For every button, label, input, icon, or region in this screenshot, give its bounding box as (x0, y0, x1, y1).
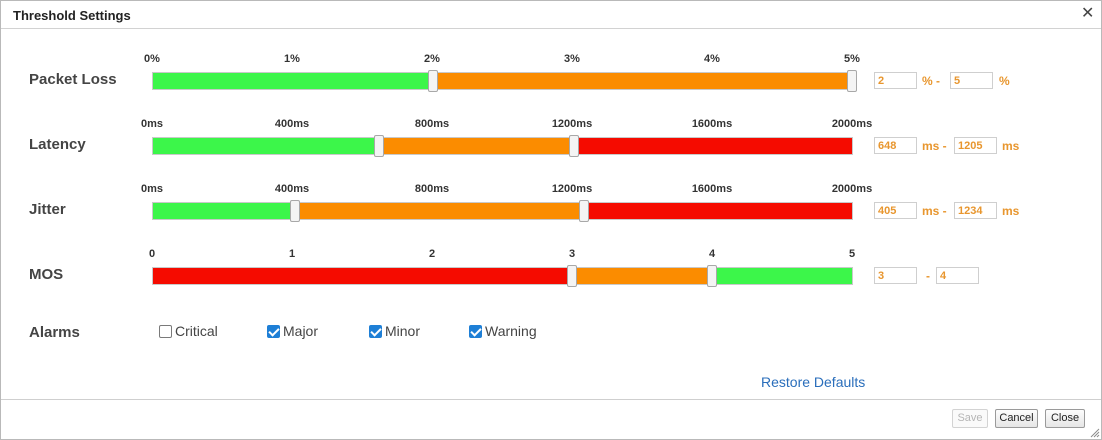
slider-zone-bad (584, 203, 852, 219)
scale-tick-label: 0ms (140, 118, 164, 130)
checkbox-box[interactable] (469, 324, 482, 338)
mos-high-input[interactable] (936, 267, 979, 284)
alarm-label: Minor (385, 323, 421, 339)
slider-zone-warn (572, 268, 713, 284)
scale-tick-label: 3 (568, 248, 576, 260)
slider-high-handle[interactable] (847, 70, 857, 92)
alarms-label: Alarms (29, 324, 80, 341)
mos-unit-between: - (926, 269, 930, 283)
jitter-scale: 0ms 400ms 800ms 1200ms 1600ms 2000ms (141, 183, 872, 197)
checkbox-box[interactable] (267, 324, 280, 338)
alarm-label: Major (283, 323, 319, 339)
alarm-minor-checkbox[interactable]: Minor (369, 322, 420, 340)
jitter-high-input[interactable] (954, 202, 997, 219)
jitter-low-input[interactable] (874, 202, 917, 219)
latency-scale: 0ms 400ms 800ms 1200ms 1600ms 2000ms (141, 118, 872, 132)
alarm-label: Warning (485, 323, 537, 339)
restore-defaults-link[interactable]: Restore Defaults (761, 374, 866, 390)
mos-slider[interactable] (152, 265, 853, 287)
mos-low-input[interactable] (874, 267, 917, 284)
close-button[interactable]: Close (1045, 409, 1085, 428)
resize-grip-icon[interactable] (1089, 427, 1100, 438)
scale-tick-label: 4 (708, 248, 716, 260)
slider-low-handle[interactable] (567, 265, 578, 287)
scale-tick-label: 1200ms (551, 118, 593, 130)
slider-low-handle[interactable] (427, 70, 438, 92)
scale-tick-label: 800ms (414, 118, 450, 130)
scale-tick-label: 0% (144, 53, 160, 65)
slider-high-handle[interactable] (569, 135, 580, 157)
cancel-button[interactable]: Cancel (995, 409, 1038, 428)
latency-slider[interactable] (152, 135, 853, 157)
latency-unit-between: ms - (922, 139, 947, 153)
mos-label: MOS (29, 266, 64, 283)
jitter-unit-after: ms (1002, 204, 1020, 218)
slider-zone-good (153, 73, 433, 89)
scale-tick-label: 1200ms (551, 183, 593, 195)
scale-tick-label: 400ms (274, 118, 310, 130)
alarm-major-checkbox[interactable]: Major (267, 322, 318, 340)
slider-zone-warn (379, 138, 575, 154)
packet-loss-label: Packet Loss (29, 71, 117, 88)
packet-loss-scale: 0% 1% 2% 3% 4% 5% (144, 53, 860, 67)
alarm-warning-checkbox[interactable]: Warning (469, 322, 537, 340)
checkbox-box[interactable] (369, 324, 382, 338)
slider-zone-good (712, 268, 852, 284)
jitter-slider[interactable] (152, 200, 853, 222)
packet-loss-high-input[interactable] (950, 72, 993, 89)
mos-scale: 0 1 2 3 4 5 (148, 248, 856, 262)
latency-low-input[interactable] (874, 137, 917, 154)
jitter-label: Jitter (29, 201, 66, 218)
latency-high-input[interactable] (954, 137, 997, 154)
slider-low-handle[interactable] (374, 135, 385, 157)
slider-zone-good (153, 203, 295, 219)
alarm-critical-checkbox[interactable]: Critical (159, 322, 218, 340)
scale-tick-label: 5% (844, 53, 860, 65)
packet-loss-low-input[interactable] (874, 72, 917, 89)
scale-tick-label: 2 (428, 248, 436, 260)
scale-tick-label: 0ms (140, 183, 164, 195)
scale-tick-label: 3% (564, 53, 580, 65)
slider-zone-bad (153, 268, 573, 284)
slider-zone-warn (432, 73, 852, 89)
slider-high-handle[interactable] (707, 265, 718, 287)
scale-tick-label: 800ms (414, 183, 450, 195)
alarm-label: Critical (175, 323, 218, 339)
slider-low-handle[interactable] (289, 200, 300, 222)
slider-zone-good (153, 138, 380, 154)
scale-tick-label: 5 (848, 248, 856, 260)
close-icon[interactable]: ✕ (1081, 5, 1095, 22)
scale-tick-label: 400ms (274, 183, 310, 195)
packet-loss-slider[interactable] (152, 70, 857, 92)
scale-tick-label: 1 (288, 248, 296, 260)
packet-loss-unit-between: % - (922, 74, 940, 88)
scale-tick-label: 2000ms (831, 118, 873, 130)
save-button[interactable]: Save (952, 409, 988, 428)
scale-tick-label: 1600ms (691, 183, 733, 195)
slider-zone-bad (574, 138, 852, 154)
slider-high-handle[interactable] (579, 200, 590, 222)
latency-label: Latency (29, 136, 86, 153)
packet-loss-unit-after: % (999, 74, 1010, 88)
scale-tick-label: 4% (704, 53, 720, 65)
slider-zone-warn (294, 203, 585, 219)
scale-tick-label: 2000ms (831, 183, 873, 195)
scale-tick-label: 0 (148, 248, 156, 260)
footer-divider (1, 399, 1101, 400)
scale-tick-label: 1% (284, 53, 300, 65)
scale-tick-label: 1600ms (691, 118, 733, 130)
jitter-unit-between: ms - (922, 204, 947, 218)
dialog-title: Threshold Settings (13, 8, 131, 23)
dialog-titlebar: Threshold Settings ✕ (1, 1, 1101, 29)
scale-tick-label: 2% (424, 53, 440, 65)
checkbox-box[interactable] (159, 324, 172, 338)
latency-unit-after: ms (1002, 139, 1020, 153)
